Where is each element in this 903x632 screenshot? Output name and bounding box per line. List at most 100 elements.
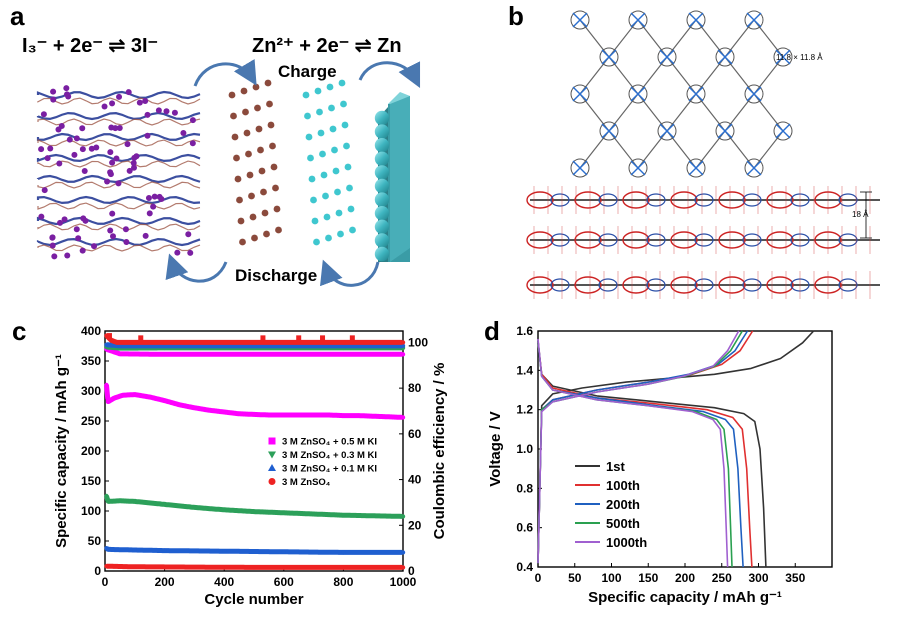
discharge-curve	[537, 338, 729, 568]
lattice-bond	[753, 56, 784, 95]
iodine-atom	[133, 153, 140, 160]
capacity-point	[207, 408, 212, 413]
charge-arrow-right	[358, 61, 421, 89]
layer-ring	[670, 231, 698, 249]
iodide-ion	[264, 79, 272, 87]
iodide-ion	[269, 142, 276, 150]
lattice-node	[599, 121, 619, 141]
cof-layer-line	[36, 90, 201, 100]
panel-c-label: c	[12, 316, 26, 346]
efficiency-point	[341, 352, 346, 357]
series-1000th	[537, 330, 740, 568]
layer-ring	[550, 278, 570, 292]
lattice-node-bond	[688, 86, 704, 102]
iodide-ion	[246, 171, 254, 179]
cof-layer-line	[37, 97, 201, 105]
lattice-node	[715, 47, 735, 67]
capacity-point	[251, 509, 257, 514]
cof-layer-stack-picture	[36, 85, 201, 260]
zinc-ion	[316, 108, 323, 116]
x-axis-title: Cycle number	[204, 591, 303, 608]
zinc-ion	[343, 142, 350, 150]
y2-tick-label: 0	[408, 564, 415, 578]
layer-ring	[670, 191, 698, 209]
lattice-node-bond	[775, 49, 791, 65]
cof-layer-line	[36, 195, 201, 205]
iodine-atom	[50, 88, 57, 95]
efficiency-spike	[106, 333, 112, 339]
iodide-ion	[239, 238, 246, 246]
capacity-point	[111, 396, 117, 401]
capacity-point	[296, 412, 301, 418]
cof-layer-line	[36, 111, 201, 121]
iodine-atom	[49, 242, 56, 249]
iodine-atom	[110, 233, 117, 240]
efficiency-point	[162, 352, 167, 357]
zinc-ion	[317, 129, 325, 137]
layer-ring	[622, 276, 650, 294]
iodine-atom	[79, 247, 86, 254]
lattice-node-bond	[601, 49, 617, 65]
lattice-bond	[608, 19, 639, 58]
zinc-ion	[340, 100, 347, 108]
iodine-atom	[104, 178, 111, 185]
zinc-ion	[334, 188, 341, 196]
y-axis-title: Specific capacity / mAh g⁻¹	[53, 354, 70, 548]
layer-ring	[646, 278, 666, 292]
lattice-node	[599, 47, 619, 67]
capacity-point	[104, 493, 109, 499]
iodine-atom	[189, 140, 196, 147]
x-tick-label: 200	[675, 571, 695, 585]
iodide-ion	[230, 112, 237, 120]
x-tick-label: 350	[785, 571, 805, 585]
layer-ring	[766, 191, 794, 209]
iodine-atom	[66, 136, 73, 143]
panel-c-chart: c 0 200 400 600 800 1000050100150200250300350…	[12, 316, 448, 608]
lattice-bond	[724, 93, 755, 132]
iodine-atom	[107, 169, 114, 176]
efficiency-point	[114, 340, 120, 345]
lattice-node	[570, 158, 590, 178]
iodine-atom	[109, 159, 116, 166]
lattice-node-bond	[746, 12, 762, 28]
zinc-ion	[344, 163, 352, 171]
lattice-bond	[753, 19, 784, 58]
iodide-ion	[248, 192, 255, 200]
y2-tick-label: 20	[408, 518, 422, 532]
lattice-bond	[695, 93, 726, 132]
iodine-atom	[112, 125, 119, 132]
iodine-atom	[187, 249, 194, 256]
discharge-curve	[537, 340, 753, 568]
capacity-point	[341, 413, 346, 418]
iodine-atom	[73, 135, 80, 142]
panel-b: b 11.8 × 11.8 Å 18 Å	[508, 1, 880, 299]
iodide-ion	[252, 83, 260, 91]
legend-label: 3 M ZnSO₄ + 0.5 M KI	[282, 437, 377, 448]
charge-curve	[537, 330, 815, 564]
iodine-atom	[88, 145, 95, 152]
series-100th	[537, 330, 754, 568]
y-tick-label: 200	[81, 444, 101, 458]
iodine-atom	[101, 103, 108, 110]
lattice-bond	[753, 130, 784, 169]
layer-ring	[526, 191, 554, 209]
capacity-point	[162, 548, 167, 553]
series-0	[104, 346, 406, 420]
capacity-point	[371, 414, 376, 419]
discharge-arrow-right	[320, 259, 380, 287]
capacity-point	[400, 550, 406, 555]
efficiency-point	[251, 340, 257, 345]
capacity-point	[266, 412, 272, 418]
y-tick-label: 250	[81, 414, 101, 428]
zinc-ion	[326, 83, 334, 91]
lattice-node	[715, 121, 735, 141]
iodine-atom	[180, 129, 187, 136]
legend-marker	[268, 451, 276, 459]
iodine-atom	[47, 145, 54, 152]
iodide-ions-picture	[228, 79, 282, 246]
layer-ring	[550, 193, 570, 207]
zinc-ion	[322, 192, 329, 200]
iodide-ion	[254, 104, 261, 112]
iodine-atom	[79, 146, 86, 153]
lattice-node-bond	[746, 160, 762, 176]
